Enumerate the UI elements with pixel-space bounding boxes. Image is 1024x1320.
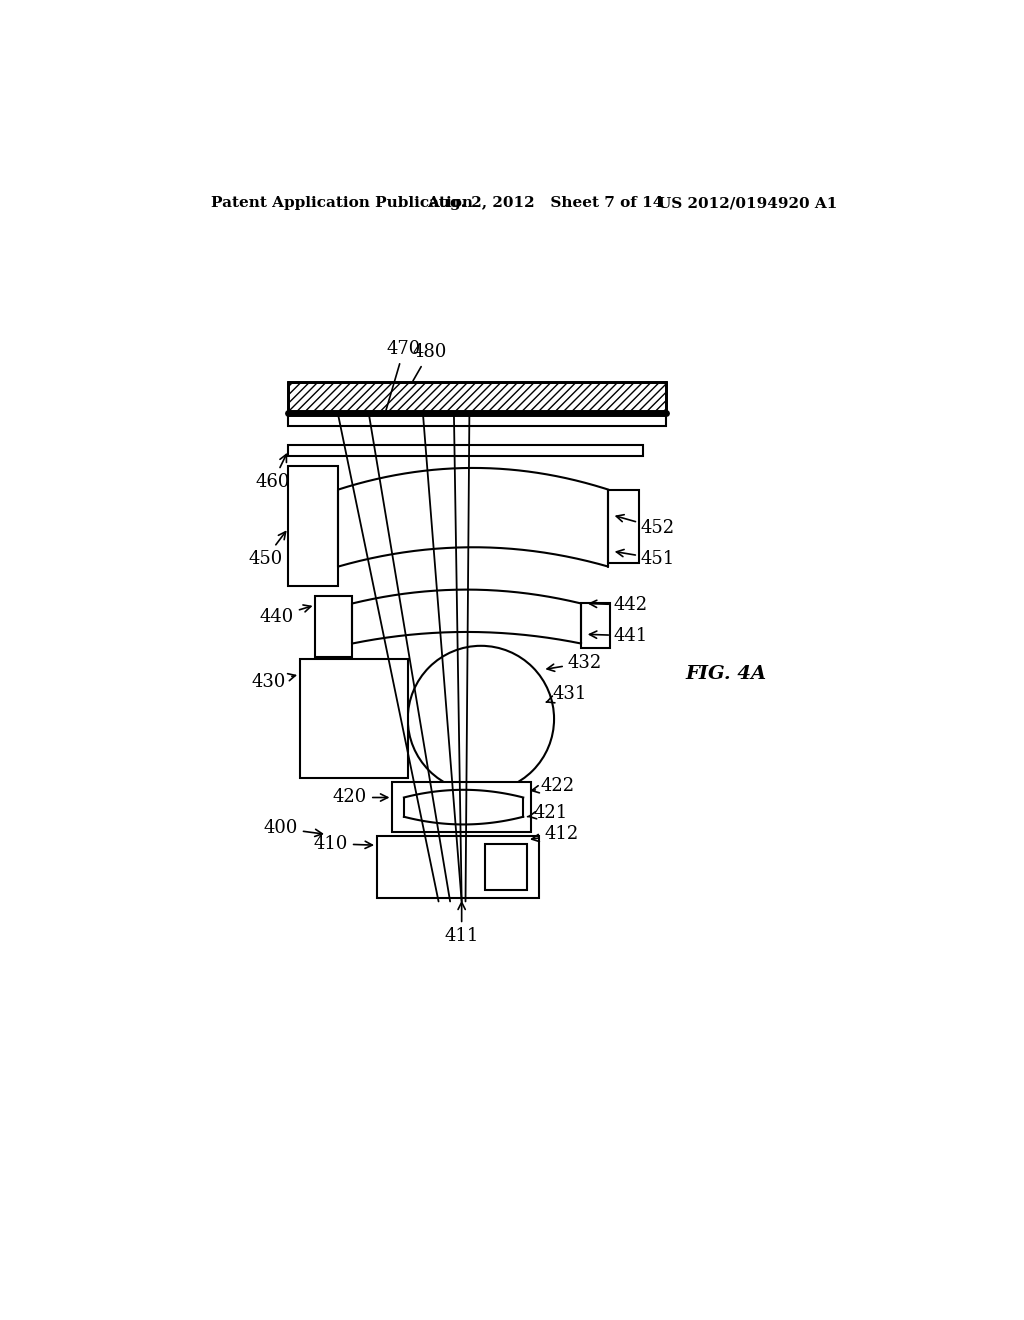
Bar [289,445,643,455]
Bar [392,781,531,832]
Text: 441: 441 [590,627,648,644]
Bar [484,843,527,890]
Text: Patent Application Publication: Patent Application Publication [211,197,473,210]
Text: 421: 421 [527,804,567,822]
Text: 451: 451 [616,549,675,568]
Text: 420: 420 [333,788,388,807]
Text: 442: 442 [590,597,648,614]
Text: 470: 470 [385,341,421,412]
Bar [315,595,352,657]
Text: 430: 430 [252,673,296,690]
Text: 411: 411 [444,903,479,945]
Text: 400: 400 [263,820,323,837]
Text: 422: 422 [531,777,574,795]
Bar [608,490,639,562]
Bar [289,466,339,586]
Text: 460: 460 [256,454,290,491]
Text: 432: 432 [547,653,602,672]
Text: 452: 452 [616,515,675,537]
Bar [289,414,666,425]
Bar [300,659,408,779]
Text: US 2012/0194920 A1: US 2012/0194920 A1 [658,197,838,210]
Text: 440: 440 [260,605,311,626]
Text: 410: 410 [313,834,373,853]
Text: 412: 412 [531,825,579,843]
Text: 480: 480 [412,343,446,381]
Text: 431: 431 [547,685,587,702]
Text: Aug. 2, 2012   Sheet 7 of 14: Aug. 2, 2012 Sheet 7 of 14 [427,197,664,210]
Bar [377,836,539,898]
Bar [581,603,610,648]
Text: 450: 450 [248,532,286,568]
Bar [289,381,666,412]
Text: FIG. 4A: FIG. 4A [685,665,766,684]
